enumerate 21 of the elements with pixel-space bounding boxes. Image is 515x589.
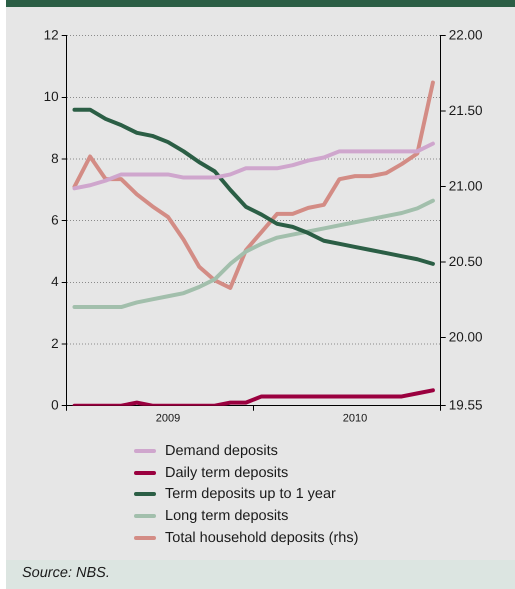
y-tick-label: 8 [51, 150, 59, 166]
y-tick-label: 0 [51, 397, 59, 412]
y2-tick-label: 20.50 [448, 254, 482, 269]
y-tick-label: 12 [44, 27, 59, 42]
legend-label: Long term deposits [165, 508, 288, 524]
legend-label: Term deposits up to 1 year [165, 486, 336, 502]
legend-label: Demand deposits [165, 442, 278, 459]
y-tick-label: 4 [51, 274, 60, 290]
x-tick-label: 2009 [156, 412, 180, 424]
y-tick-label: 6 [51, 212, 59, 228]
y-tick-label: 2 [51, 336, 59, 351]
legend-label: Daily term deposits [165, 464, 288, 481]
x-tick-label: 2010 [342, 412, 368, 424]
y2-tick-label: 19.55 [448, 397, 482, 412]
y2-tick-label: 21.50 [448, 102, 482, 118]
legend-label: Total household deposits (rhs) [165, 530, 358, 546]
y2-tick-label: 22.00 [448, 27, 482, 42]
y-tick-label: 10 [44, 89, 59, 104]
y2-tick-label: 20.00 [448, 329, 482, 344]
y2-tick-label: 21.00 [448, 178, 482, 194]
source-note: Source: NBS. [22, 565, 110, 581]
